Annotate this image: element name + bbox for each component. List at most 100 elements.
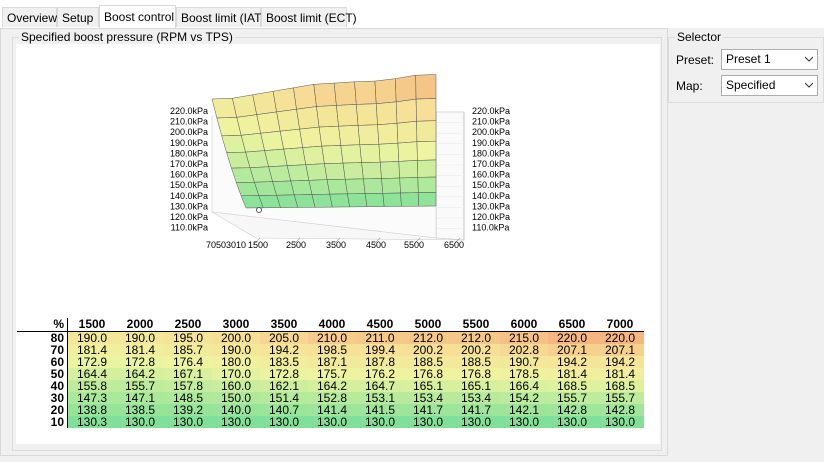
table-cell[interactable]: 194.2	[596, 356, 644, 368]
table-cell[interactable]: 162.1	[260, 380, 308, 392]
table-cell[interactable]: 142.8	[596, 404, 644, 416]
table-cell[interactable]: 141.7	[404, 404, 452, 416]
table-cell[interactable]: 187.1	[308, 356, 356, 368]
table-cell[interactable]: 153.4	[452, 392, 500, 404]
table-cell[interactable]: 130.0	[164, 416, 212, 428]
table-cell[interactable]: 164.2	[116, 368, 164, 380]
table-cell[interactable]: 172.9	[67, 356, 116, 368]
table-cell[interactable]: 155.7	[596, 392, 644, 404]
table-cell[interactable]: 172.8	[260, 368, 308, 380]
table-cell[interactable]: 212.0	[404, 331, 452, 344]
table-cell[interactable]: 190.0	[116, 331, 164, 344]
table-cell[interactable]: 130.0	[212, 416, 260, 428]
table-cell[interactable]: 130.0	[404, 416, 452, 428]
table-cell[interactable]: 140.7	[260, 404, 308, 416]
table-cell[interactable]: 130.0	[500, 416, 548, 428]
table-cell[interactable]: 215.0	[500, 331, 548, 344]
table-cell[interactable]: 165.1	[404, 380, 452, 392]
table-cell[interactable]: 164.4	[67, 368, 116, 380]
table-cell[interactable]: 200.0	[212, 331, 260, 344]
tab-overview[interactable]: Overview	[2, 7, 57, 27]
table-cell[interactable]: 176.2	[356, 368, 404, 380]
table-cell[interactable]: 141.7	[452, 404, 500, 416]
table-cell[interactable]: 212.0	[452, 331, 500, 344]
table-cell[interactable]: 190.0	[212, 344, 260, 356]
table-cell[interactable]: 170.0	[212, 368, 260, 380]
table-cell[interactable]: 211.0	[356, 331, 404, 344]
table-cell[interactable]: 190.0	[67, 331, 116, 344]
table-cell[interactable]: 141.5	[356, 404, 404, 416]
table-cell[interactable]: 147.3	[67, 392, 116, 404]
table-cell[interactable]: 176.8	[452, 368, 500, 380]
table-cell[interactable]: 168.5	[548, 380, 596, 392]
table-cell[interactable]: 138.8	[67, 404, 116, 416]
table-cell[interactable]: 141.4	[308, 404, 356, 416]
table-cell[interactable]: 181.4	[596, 368, 644, 380]
table-cell[interactable]: 168.5	[596, 380, 644, 392]
table-cell[interactable]: 194.2	[548, 356, 596, 368]
table-cell[interactable]: 130.3	[67, 416, 116, 428]
table-cell[interactable]: 172.8	[116, 356, 164, 368]
tab-boost-limit-iat[interactable]: Boost limit (IAT)	[176, 7, 265, 27]
table-cell[interactable]: 148.5	[164, 392, 212, 404]
table-cell[interactable]: 151.4	[260, 392, 308, 404]
table-cell[interactable]: 200.2	[404, 344, 452, 356]
tab-setup[interactable]: Setup	[57, 7, 99, 27]
table-cell[interactable]: 154.2	[500, 392, 548, 404]
table-cell[interactable]: 165.1	[452, 380, 500, 392]
table-cell[interactable]: 176.8	[404, 368, 452, 380]
table-cell[interactable]: 130.0	[308, 416, 356, 428]
tab-boost-control[interactable]: Boost control	[99, 5, 176, 29]
table-cell[interactable]: 130.0	[452, 416, 500, 428]
table-cell[interactable]: 155.7	[548, 392, 596, 404]
table-cell[interactable]: 188.5	[404, 356, 452, 368]
table-cell[interactable]: 178.5	[500, 368, 548, 380]
tab-boost-limit-ect[interactable]: Boost limit (ECT)	[261, 7, 357, 27]
table-cell[interactable]: 167.1	[164, 368, 212, 380]
table-cell[interactable]: 210.0	[308, 331, 356, 344]
table-cell[interactable]: 142.1	[500, 404, 548, 416]
table-cell[interactable]: 153.1	[356, 392, 404, 404]
table-cell[interactable]: 185.7	[164, 344, 212, 356]
table-cell[interactable]: 142.8	[548, 404, 596, 416]
table-cell[interactable]: 187.8	[356, 356, 404, 368]
table-cell[interactable]: 220.0	[596, 331, 644, 344]
table-cell[interactable]: 176.4	[164, 356, 212, 368]
map-dropdown[interactable]: Specified	[721, 75, 818, 96]
table-cell[interactable]: 130.0	[116, 416, 164, 428]
table-cell[interactable]: 157.8	[164, 380, 212, 392]
table-cell[interactable]: 164.7	[356, 380, 404, 392]
table-cell[interactable]: 140.0	[212, 404, 260, 416]
table-cell[interactable]: 138.5	[116, 404, 164, 416]
table-cell[interactable]: 180.0	[212, 356, 260, 368]
table-cell[interactable]: 205.0	[260, 331, 308, 344]
table-cell[interactable]: 207.1	[548, 344, 596, 356]
preset-dropdown[interactable]: Preset 1	[721, 49, 818, 70]
table-cell[interactable]: 200.2	[452, 344, 500, 356]
table-cell[interactable]: 150.0	[212, 392, 260, 404]
table-cell[interactable]: 130.0	[260, 416, 308, 428]
table-cell[interactable]: 175.7	[308, 368, 356, 380]
table-cell[interactable]: 190.7	[500, 356, 548, 368]
table-cell[interactable]: 195.0	[164, 331, 212, 344]
table-cell[interactable]: 130.0	[356, 416, 404, 428]
table-cell[interactable]: 130.0	[548, 416, 596, 428]
table-cell[interactable]: 130.0	[596, 416, 644, 428]
table-cell[interactable]: 153.4	[404, 392, 452, 404]
table-cell[interactable]: 188.5	[452, 356, 500, 368]
table-cell[interactable]: 202.8	[500, 344, 548, 356]
table-cell[interactable]: 207.1	[596, 344, 644, 356]
table-cell[interactable]: 181.4	[67, 344, 116, 356]
table-cell[interactable]: 181.4	[116, 344, 164, 356]
table-cell[interactable]: 198.5	[308, 344, 356, 356]
table-cell[interactable]: 183.5	[260, 356, 308, 368]
table-cell[interactable]: 199.4	[356, 344, 404, 356]
table-cell[interactable]: 155.7	[116, 380, 164, 392]
table-cell[interactable]: 152.8	[308, 392, 356, 404]
table-cell[interactable]: 147.1	[116, 392, 164, 404]
table-cell[interactable]: 164.2	[308, 380, 356, 392]
table-cell[interactable]: 139.2	[164, 404, 212, 416]
table-cell[interactable]: 155.8	[67, 380, 116, 392]
table-cell[interactable]: 160.0	[212, 380, 260, 392]
